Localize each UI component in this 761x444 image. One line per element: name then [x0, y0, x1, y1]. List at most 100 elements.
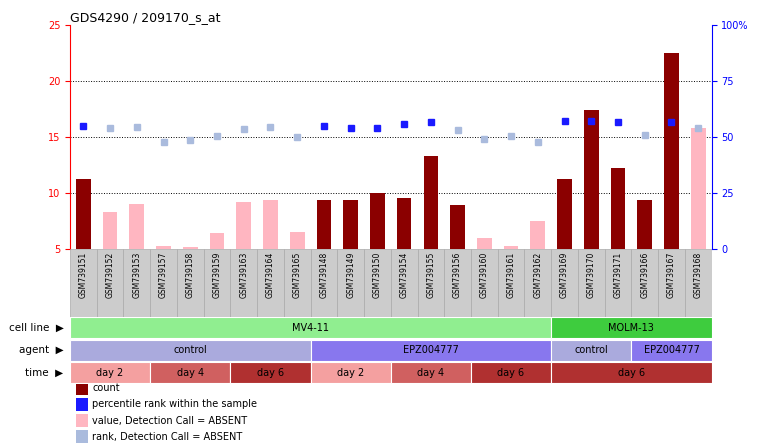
Bar	[70, 317, 551, 338]
Bar	[76, 381, 88, 395]
Bar	[364, 249, 391, 317]
Bar	[396, 198, 412, 249]
Bar	[70, 249, 97, 317]
Bar	[605, 249, 632, 317]
Bar	[498, 249, 524, 317]
Text: GSM739164: GSM739164	[266, 252, 275, 298]
Bar	[284, 249, 310, 317]
Text: GSM739148: GSM739148	[320, 252, 329, 298]
Text: GSM739168: GSM739168	[694, 252, 702, 298]
Text: count: count	[93, 383, 120, 393]
Text: GSM739167: GSM739167	[667, 252, 676, 298]
Text: GSM739169: GSM739169	[560, 252, 569, 298]
Text: value, Detection Call = ABSENT: value, Detection Call = ABSENT	[93, 416, 247, 426]
Bar	[183, 247, 198, 249]
Bar	[343, 200, 358, 249]
Text: day 6: day 6	[618, 368, 645, 378]
Bar	[103, 212, 117, 249]
Bar	[424, 156, 438, 249]
Bar	[76, 179, 91, 249]
Text: MOLM-13: MOLM-13	[608, 323, 654, 333]
Bar	[150, 249, 177, 317]
Text: rank, Detection Call = ABSENT: rank, Detection Call = ABSENT	[93, 432, 243, 442]
Bar	[177, 249, 204, 317]
Text: GSM739157: GSM739157	[159, 252, 168, 298]
Bar	[391, 362, 471, 383]
Bar	[76, 430, 88, 444]
Bar	[664, 53, 679, 249]
Bar	[477, 238, 492, 249]
Text: day 2: day 2	[97, 368, 124, 378]
Bar	[257, 249, 284, 317]
Bar	[97, 249, 123, 317]
Text: day 2: day 2	[337, 368, 365, 378]
Text: GDS4290 / 209170_s_at: GDS4290 / 209170_s_at	[70, 11, 221, 24]
Bar	[231, 362, 310, 383]
Bar	[337, 249, 364, 317]
Bar	[317, 200, 331, 249]
Text: EPZ004777: EPZ004777	[403, 345, 459, 355]
Text: GSM739154: GSM739154	[400, 252, 409, 298]
Bar	[551, 340, 632, 361]
Text: GSM739160: GSM739160	[480, 252, 489, 298]
Bar	[76, 414, 88, 427]
Bar	[70, 362, 150, 383]
Text: day 4: day 4	[177, 368, 204, 378]
Bar	[129, 204, 144, 249]
Bar	[638, 200, 652, 249]
Bar	[310, 340, 551, 361]
Text: GSM739165: GSM739165	[293, 252, 301, 298]
Text: day 4: day 4	[417, 368, 444, 378]
Bar	[691, 128, 705, 249]
Bar	[584, 110, 599, 249]
Bar	[204, 249, 231, 317]
Bar	[231, 249, 257, 317]
Text: EPZ004777: EPZ004777	[644, 345, 699, 355]
Text: GSM739152: GSM739152	[106, 252, 115, 298]
Bar	[76, 398, 88, 411]
Text: GSM739159: GSM739159	[212, 252, 221, 298]
Bar	[290, 232, 304, 249]
Bar	[504, 246, 518, 249]
Bar	[210, 233, 224, 249]
Bar	[471, 362, 551, 383]
Bar	[551, 317, 712, 338]
Text: day 6: day 6	[498, 368, 524, 378]
Bar	[471, 249, 498, 317]
Text: control: control	[174, 345, 207, 355]
Bar	[551, 362, 712, 383]
Text: GSM739166: GSM739166	[640, 252, 649, 298]
Text: GSM739155: GSM739155	[426, 252, 435, 298]
Bar	[551, 249, 578, 317]
Bar	[524, 249, 551, 317]
Bar	[658, 249, 685, 317]
Text: GSM739161: GSM739161	[507, 252, 515, 298]
Bar	[530, 221, 545, 249]
Text: control: control	[575, 345, 608, 355]
Bar	[70, 340, 310, 361]
Text: GSM739156: GSM739156	[453, 252, 462, 298]
Text: GSM739162: GSM739162	[533, 252, 543, 298]
Bar	[370, 193, 385, 249]
Text: time  ▶: time ▶	[25, 368, 64, 378]
Bar	[418, 249, 444, 317]
Bar	[310, 249, 337, 317]
Bar	[237, 202, 251, 249]
Bar	[123, 249, 150, 317]
Text: GSM739151: GSM739151	[79, 252, 88, 298]
Text: GSM739171: GSM739171	[613, 252, 622, 298]
Bar	[444, 249, 471, 317]
Text: GSM739150: GSM739150	[373, 252, 382, 298]
Bar	[310, 362, 391, 383]
Text: GSM739163: GSM739163	[239, 252, 248, 298]
Text: percentile rank within the sample: percentile rank within the sample	[93, 400, 257, 409]
Text: GSM739158: GSM739158	[186, 252, 195, 298]
Bar	[685, 249, 712, 317]
Bar	[451, 205, 465, 249]
Text: GSM739153: GSM739153	[132, 252, 142, 298]
Bar	[610, 168, 626, 249]
Text: cell line  ▶: cell line ▶	[8, 323, 64, 333]
Bar	[632, 249, 658, 317]
Text: agent  ▶: agent ▶	[19, 345, 64, 355]
Bar	[156, 246, 171, 249]
